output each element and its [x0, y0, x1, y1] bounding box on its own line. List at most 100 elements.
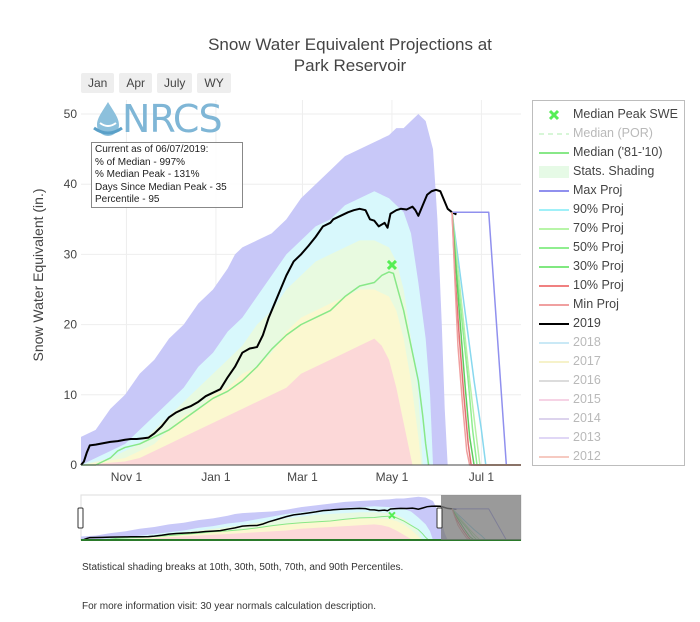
legend-symbol-icon	[539, 412, 569, 426]
legend-item[interactable]: Min Proj	[533, 296, 683, 315]
series-line-10-proj	[451, 212, 521, 466]
legend-label: 2013	[573, 430, 601, 444]
chart-legend: Median Peak SWE Median (POR) Median ('81-'…	[532, 100, 685, 466]
chart-title-line1: Snow Water Equivalent Projections at	[208, 35, 492, 54]
legend-label: 2017	[573, 354, 601, 368]
legend-symbol-icon	[539, 298, 569, 312]
legend-label: 50% Proj	[573, 240, 624, 254]
range-outside-mask	[441, 495, 521, 540]
legend-item[interactable]: Max Proj	[533, 182, 683, 201]
series-line-30-proj	[451, 212, 521, 466]
shading-footnote: Statistical shading breaks at 10th, 30th…	[82, 562, 404, 573]
legend-item[interactable]: 2012	[533, 448, 683, 467]
range-handle-right[interactable]	[436, 507, 443, 529]
legend-item[interactable]: 2013	[533, 429, 683, 448]
range-button-july[interactable]: July	[157, 73, 193, 93]
info-footnote: For more information visit: 30 year norm…	[82, 601, 376, 612]
legend-label: 70% Proj	[573, 221, 624, 235]
x-tick-label: Mar 1	[287, 470, 318, 484]
current-stats-box: Current as of 06/07/2019: % of Median - …	[91, 142, 243, 208]
legend-item[interactable]: 10% Proj	[533, 277, 683, 296]
legend-symbol-icon	[539, 146, 569, 160]
legend-label: 10% Proj	[573, 278, 624, 292]
legend-symbol-icon	[539, 241, 569, 255]
range-selector: Jan Apr July WY	[81, 73, 231, 93]
nrcs-logo: NRCS	[90, 97, 223, 141]
legend-item[interactable]: Median (POR)	[533, 125, 683, 144]
legend-symbol-icon	[539, 374, 569, 388]
legend-item[interactable]: Median Peak SWE	[533, 106, 683, 125]
legend-symbol-icon	[539, 279, 569, 293]
stats-line: Percentile - 95	[95, 194, 160, 206]
legend-label: Min Proj	[573, 297, 619, 311]
legend-label: 2018	[573, 335, 601, 349]
x-tick-label: Jul 1	[469, 470, 495, 484]
normals-description-link[interactable]: 30 year normals calculation description	[200, 601, 374, 612]
y-tick-label: 50	[64, 107, 78, 121]
legend-item[interactable]: 30% Proj	[533, 258, 683, 277]
range-button-apr[interactable]: Apr	[119, 73, 153, 93]
legend-symbol-icon	[539, 317, 569, 331]
legend-symbol-icon	[539, 393, 569, 407]
y-tick-label: 40	[64, 177, 78, 191]
series-line-min-proj	[451, 212, 521, 466]
legend-symbol-icon	[539, 260, 569, 274]
range-button-wy[interactable]: WY	[197, 73, 231, 93]
legend-symbol-icon	[539, 203, 569, 217]
legend-label: 2014	[573, 411, 601, 425]
info-prefix: For more information visit:	[82, 601, 201, 612]
legend-item[interactable]: 2019	[533, 315, 683, 334]
legend-label: 2019	[573, 316, 601, 330]
plot-bands	[81, 114, 448, 466]
legend-symbol-icon	[539, 450, 569, 464]
legend-symbol-icon	[539, 165, 569, 179]
water-drop-icon	[93, 102, 123, 136]
y-tick-label: 20	[64, 318, 78, 332]
range-band	[81, 524, 413, 540]
info-suffix: .	[373, 601, 377, 612]
range-button-jan[interactable]: Jan	[81, 73, 115, 93]
legend-symbol-icon	[539, 355, 569, 369]
series-line-2019	[80, 188, 457, 466]
plot-axes: 0 10 20 30 40 50 Nov 1 Jan 1 Mar 1 May 1 Jul 1	[64, 107, 521, 484]
legend-symbol-icon	[539, 336, 569, 350]
legend-item[interactable]: 2014	[533, 410, 683, 429]
stats-line: Current as of 06/07/2019:	[95, 144, 209, 155]
stats-line: % Median Peak - 131%	[95, 169, 200, 181]
series-line-50-proj	[451, 212, 521, 466]
legend-symbol-icon	[539, 222, 569, 236]
legend-label: 30% Proj	[573, 259, 624, 273]
legend-item[interactable]: 2015	[533, 391, 683, 410]
band-30pct	[81, 338, 413, 465]
legend-label: Median (POR)	[573, 126, 653, 140]
chart-title: Snow Water Equivalent Projections at Par…	[150, 34, 550, 76]
stats-line: % of Median - 997%	[95, 156, 186, 168]
legend-item[interactable]: Stats. Shading	[533, 163, 683, 182]
y-tick-label: 0	[70, 458, 77, 472]
legend-symbol-icon	[539, 184, 569, 198]
legend-item[interactable]: 2017	[533, 353, 683, 372]
legend-item[interactable]: 90% Proj	[533, 201, 683, 220]
logo-text: NRCS	[122, 97, 223, 141]
range-slider[interactable]	[77, 494, 522, 541]
range-handle-left[interactable]	[77, 507, 84, 529]
median-peak-marker	[386, 259, 397, 271]
x-tick-label: Jan 1	[201, 470, 231, 484]
chart-title-line2: Park Reservoir	[293, 56, 407, 75]
legend-label: Stats. Shading	[573, 164, 655, 178]
legend-item[interactable]: 2016	[533, 372, 683, 391]
legend-item[interactable]: 70% Proj	[533, 220, 683, 239]
y-tick-label: 30	[64, 247, 78, 261]
series-line-70-proj	[451, 212, 521, 466]
stats-line: Days Since Median Peak - 35	[95, 181, 227, 193]
legend-label: Max Proj	[573, 183, 623, 197]
x-tick-label: Nov 1	[111, 470, 143, 484]
legend-symbol-icon	[539, 431, 569, 445]
series-line-90-proj	[451, 212, 521, 466]
legend-item[interactable]: Median ('81-'10)	[533, 144, 683, 163]
legend-item[interactable]: 50% Proj	[533, 239, 683, 258]
plot-markers	[386, 259, 397, 271]
legend-label: 90% Proj	[573, 202, 624, 216]
legend-item[interactable]: 2018	[533, 334, 683, 353]
legend-label: 2012	[573, 449, 601, 463]
